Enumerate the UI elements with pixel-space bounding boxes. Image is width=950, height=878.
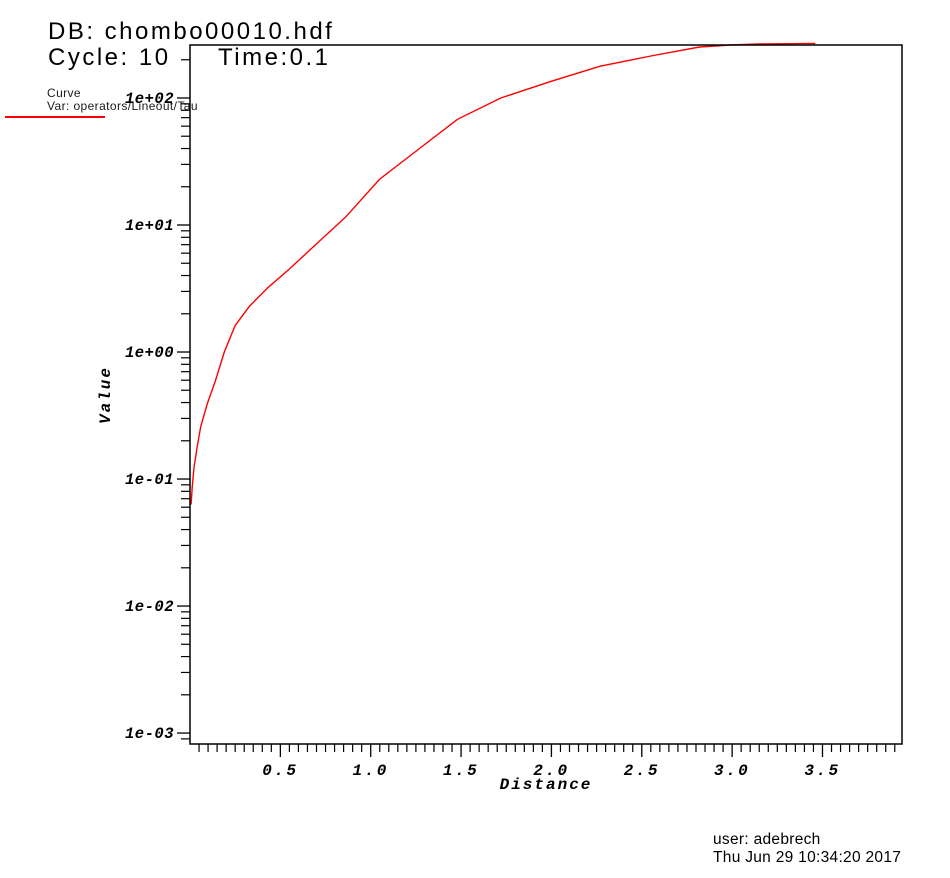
y-tick-label: 1e-03 xyxy=(125,725,174,743)
footer-timestamp: Thu Jun 29 10:34:20 2017 xyxy=(713,849,902,866)
y-tick-label: 1e-02 xyxy=(125,598,174,616)
x-axis-title: Distance xyxy=(499,776,593,794)
database-title: DB: chombo00010.hdf xyxy=(48,18,335,45)
y-axis-title: Value xyxy=(97,366,115,425)
x-tick-label: 3.5 xyxy=(804,762,840,780)
plot-frame xyxy=(189,44,903,745)
x-tick-label: 0.5 xyxy=(262,762,298,780)
cycle-label: Cycle: 10 xyxy=(48,44,171,71)
time-label: Time:0.1 xyxy=(218,44,331,71)
curve-line xyxy=(190,42,816,505)
y-tick-label: 1e-01 xyxy=(125,471,174,489)
x-tick-label: 1.5 xyxy=(443,762,479,780)
x-tick-label: 3.0 xyxy=(714,762,750,780)
footer-user-label: user: adebrech xyxy=(713,831,821,848)
x-tick-label: 1.0 xyxy=(353,762,389,780)
x-tick-label: 2.0 xyxy=(533,762,569,780)
x-tick-label: 2.5 xyxy=(624,762,660,780)
y-tick-label: 1e+01 xyxy=(125,217,174,235)
y-tick-label: 1e+02 xyxy=(125,90,174,108)
y-tick-label: 1e+00 xyxy=(125,344,174,362)
legend-variable-label: Var: operators/Lineout/Tau xyxy=(47,99,198,113)
legend-plot-type-label: Curve xyxy=(47,86,82,100)
legend-curve-color-swatch xyxy=(5,116,105,118)
